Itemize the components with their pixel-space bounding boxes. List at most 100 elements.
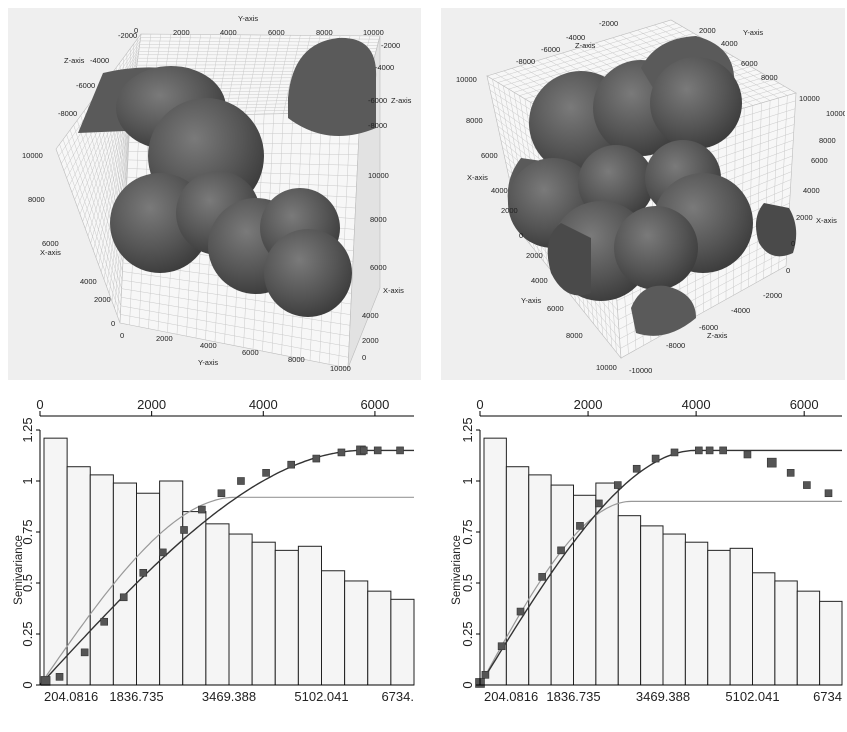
bottom-tick-label: 1836.735 [109,689,163,704]
tick-bottom-0: 0 [120,331,124,340]
tick-bottom-5: 10000 [330,364,351,373]
histogram-bar [44,438,67,685]
variogram-point [41,676,50,685]
variogram-point [720,447,727,454]
tick-left-lower-0: 2000 [526,251,543,260]
tick-left-2: 6000 [481,151,498,160]
tick-top-1: -4000 [566,33,585,42]
variogram-point [671,449,678,456]
tick-left-upper-1: -6000 [76,81,95,90]
tick-right-upper-1: -4000 [375,63,394,72]
histogram-bar [298,546,321,685]
variogram-point [120,594,127,601]
top-tick-label: 6000 [790,397,819,412]
tick-left-lower-1: 4000 [531,276,548,285]
tick-left-3: 4000 [491,186,508,195]
variogram-point [744,451,751,458]
tick-right-upper-4: 10000 [368,171,389,180]
bottom-tick-label: 204.0816 [44,689,98,704]
histogram-bar [275,550,298,685]
y-tick-label: 0.25 [20,621,35,646]
tick-top-8: 8000 [761,73,778,82]
tick-left-0: 10000 [22,151,43,160]
y-tick-label: 0.75 [20,519,35,544]
tick-left-5: 0 [519,231,523,240]
tick-right-5: 0 [791,239,795,248]
histogram-bar [708,550,730,685]
variogram-point [695,447,702,454]
tick-right-2: 4000 [362,311,379,320]
variogram-point [652,455,659,462]
tick-left-lower-2: 6000 [547,304,564,313]
tick-right-3: 2000 [362,336,379,345]
bottom-left-variogram-chart: Semivariance 0 0.25 0.5 0.75 1 1.25 0 2000 4000 6… [0,390,425,730]
bottom-tick-label: 204.0816 [484,689,538,704]
tick-right-upper-2: -6000 [368,96,387,105]
y-tick-label: 0.5 [460,574,475,592]
tick-top-6: 4000 [721,39,738,48]
y-tick-label: 1.25 [20,417,35,442]
histogram-bar [113,483,136,685]
tick-right-0b: 0 [786,266,790,275]
tick-right-upper-3: -8000 [368,121,387,130]
variogram-point [101,618,108,625]
tick-bottom-0: -2000 [763,291,782,300]
sphere [614,206,698,290]
tick-top-5: 10000 [363,28,384,37]
bottom-tick-label: 3469.388 [636,689,690,704]
bottom-tick-label: 3469.388 [202,689,256,704]
tick-top-0: -2000 [599,19,618,28]
axis-title-y-bottom: Y-axis [198,358,218,367]
top-tick-label: 2000 [137,397,166,412]
axis-title-y-top: Y-axis [238,14,258,23]
histogram-bar [90,475,113,685]
histogram-bar [775,581,797,685]
variogram-point [767,458,776,467]
tick-left-3: 4000 [80,277,97,286]
y-tick-label: 1 [20,477,35,484]
sphere [650,57,742,149]
tick-top-3: 6000 [268,28,285,37]
axis-title-z-bottom: Z-axis [707,331,728,340]
histogram-bar [160,481,183,685]
tick-top-3: -8000 [516,57,535,66]
variogram-point [140,569,147,576]
histogram-bar [551,485,573,685]
tick-left-lower-4: 10000 [596,363,617,372]
y-tick-label: 0.75 [460,519,475,544]
top-tick-label: 2000 [574,397,603,412]
tick-right-0: 10000 [826,109,845,118]
histogram-bar [753,573,775,685]
variogram-point [517,608,524,615]
variogram-point [313,455,320,462]
histogram-bar [641,526,663,685]
tick-left-upper-0: -4000 [90,56,109,65]
variogram-point [576,522,583,529]
variogram-point [198,506,205,513]
axis-title-y-left: Y-axis [521,296,541,305]
histogram-bar [820,601,842,685]
variogram-point [159,549,166,556]
tick-top-7: 6000 [741,59,758,68]
bottom-tick-label: 5102.041 [294,689,348,704]
tick-bottom-4: -10000 [629,366,652,375]
histogram-bar [252,542,275,685]
variogram-point [706,447,713,454]
bottom-tick-label: 5102.041 [725,689,779,704]
tick-left-4: 2000 [501,206,518,215]
y-tick-label: 0.25 [460,621,475,646]
y-tick-label: 0.5 [20,574,35,592]
tick-bottom-3: -8000 [666,341,685,350]
sphere [264,229,352,317]
tick-left-lower-3: 8000 [566,331,583,340]
variogram-point [633,465,640,472]
tick-bottom-1: 2000 [156,334,173,343]
histogram-bar [730,548,752,685]
tick-top-2: 4000 [220,28,237,37]
axis-title-x-right: X-axis [816,216,837,225]
axis-title-z-right: Z-axis [391,96,412,105]
top-right-3d-svg: -2000 Z-axis -4000 -6000 -8000 10000 200… [441,8,845,380]
variogram-point [558,547,565,554]
tick-left-upper-2: -8000 [58,109,77,118]
tick-left-4: 2000 [94,295,111,304]
